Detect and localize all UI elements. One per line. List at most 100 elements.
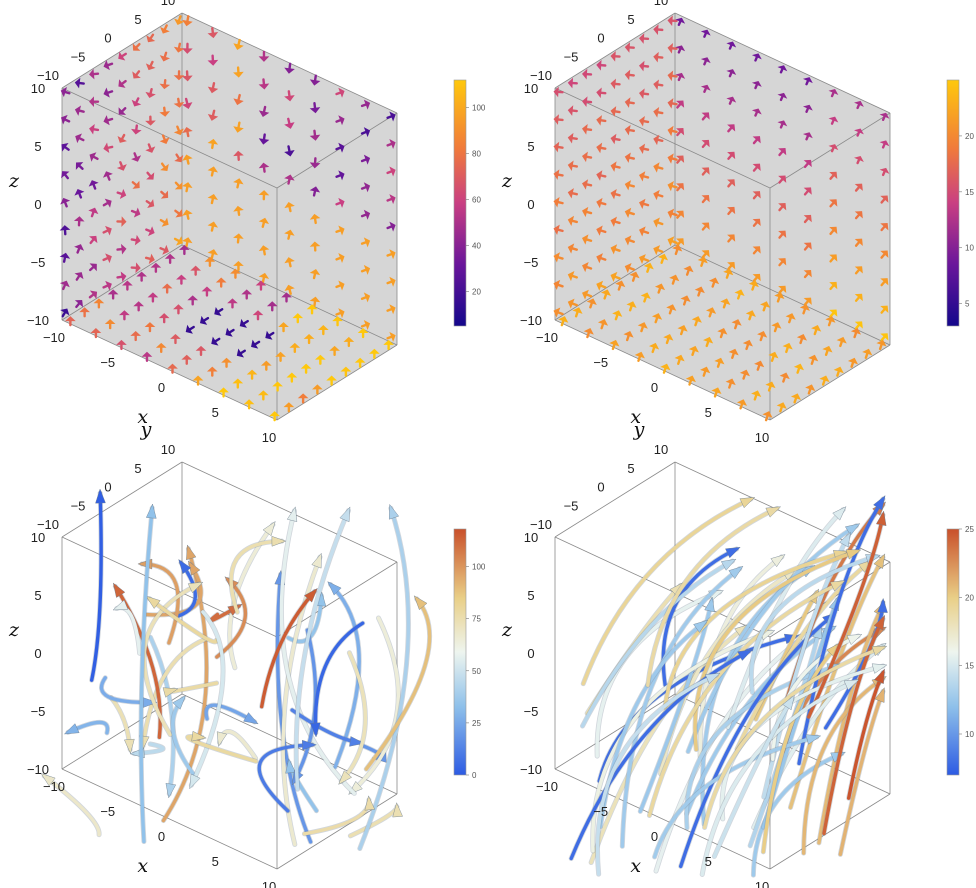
vector-arrow-head (833, 366, 844, 374)
stream-tube (140, 562, 180, 645)
vector-arrow-head (653, 79, 659, 91)
vector-arrow-head (752, 136, 761, 144)
vector-arrow-shaft (386, 280, 393, 285)
vector-arrow-shaft (174, 181, 180, 187)
vector-arrow-head (854, 100, 864, 107)
stream-tube (620, 566, 742, 849)
vector-arrow-head (75, 133, 82, 144)
vector-arrow-shaft (748, 313, 753, 321)
vector-arrow-shaft (335, 256, 342, 261)
vector-arrow-shaft (386, 308, 393, 312)
vector-arrow-head (103, 87, 110, 98)
stream-tube (364, 597, 432, 771)
vector-arrow-shaft (335, 91, 342, 96)
stream-tube (259, 589, 317, 709)
vector-arrow-head (59, 225, 71, 231)
z-tick-label: 10 (31, 81, 45, 96)
stream-arrowhead (302, 739, 317, 751)
vector-arrow-head (207, 249, 218, 256)
vector-arrow-head (363, 292, 371, 303)
vector-arrow-shaft (262, 249, 266, 256)
vector-arrow-shaft (186, 158, 190, 165)
vector-arrow-shaft (78, 164, 84, 170)
vector-arrow-shaft (76, 247, 81, 254)
vector-arrow-head (326, 375, 337, 381)
vector-arrow-head (233, 178, 244, 185)
vector-arrow-head (255, 280, 267, 286)
stream-tube (646, 506, 779, 687)
stream-arrowhead (873, 495, 886, 511)
vector-arrow-head (610, 271, 618, 282)
vector-arrow-shaft (335, 229, 342, 234)
vector-arrow-head (284, 284, 295, 291)
vector-arrow-head (182, 154, 193, 161)
vector-arrow-head (160, 190, 169, 199)
vector-arrow-head (667, 42, 673, 54)
colorbar-tick-label: 60 (472, 196, 481, 205)
vector-arrow-shaft (288, 62, 292, 70)
stream-arrowhead (339, 506, 351, 523)
vector-arrow-head (657, 253, 669, 261)
stream-arrowhead (770, 554, 786, 568)
vector-arrow-shaft (161, 134, 166, 141)
vector-arrow-shaft (803, 162, 809, 169)
x-tick-label: 10 (262, 430, 276, 445)
vector-arrow-head (567, 132, 574, 144)
z-axis-label: z (8, 170, 20, 192)
vector-arrow-head (643, 262, 654, 270)
vector-arrow-shaft (106, 90, 114, 94)
z-tick-label: −10 (27, 313, 49, 328)
vector-arrow-shaft (211, 82, 216, 89)
vector-arrow-head (727, 261, 736, 270)
vector-arrow-shaft (671, 184, 678, 189)
vector-arrow-head (131, 99, 142, 107)
vector-arrow-shaft (778, 205, 784, 212)
vector-arrow-shaft (135, 70, 141, 76)
vector-arrow-head (654, 283, 666, 291)
vector-arrow-shaft (614, 165, 621, 169)
vector-arrow-shaft (878, 343, 883, 351)
vector-arrow-shaft (121, 52, 127, 58)
stream-tube (647, 580, 844, 818)
vector-arrow-head (130, 330, 142, 336)
vector-arrow-head (553, 224, 560, 235)
vector-arrow-shaft (643, 296, 647, 303)
vector-arrow-shaft (159, 247, 166, 252)
box-edge (61, 319, 278, 421)
vector-arrow-shaft (628, 305, 633, 312)
vector-arrow-head (207, 86, 219, 94)
vector-arrow-head (233, 205, 244, 212)
x-tick-label: 5 (212, 405, 219, 420)
vector-arrow-shaft (75, 275, 81, 281)
colorbar-tick-label: 40 (472, 242, 481, 251)
vector-arrow-shaft (788, 316, 792, 324)
colorbar (946, 528, 960, 776)
vector-arrow-shaft (703, 59, 707, 66)
z-tick-label: 0 (527, 646, 534, 661)
vector-arrow-shaft (778, 233, 784, 239)
vector-arrow-shaft (657, 111, 664, 115)
vector-arrow-head (582, 289, 589, 300)
vector-arrow-head (182, 237, 193, 244)
vector-arrow-head (233, 43, 244, 51)
vector-arrow-shaft (589, 302, 593, 309)
vector-arrow-shaft (237, 209, 241, 217)
vector-arrow-head (272, 381, 283, 387)
vector-arrow-shaft (657, 221, 664, 226)
vector-arrow-head (676, 128, 685, 136)
y-tick-label: 5 (134, 12, 141, 27)
vector-arrow-head (159, 55, 170, 62)
vector-arrow-head (802, 77, 813, 84)
vector-arrow-shaft (756, 364, 761, 371)
vector-arrow-shaft (671, 240, 678, 244)
vector-arrow-head (215, 277, 227, 283)
vector-arrow-shaft (62, 283, 67, 291)
vector-arrow-head (141, 351, 153, 357)
vector-arrow-shaft (657, 83, 664, 87)
vector-arrow-head (199, 315, 208, 325)
vector-arrow-head (187, 295, 199, 301)
vector-arrow-shaft (145, 228, 152, 233)
vector-arrow-shaft (802, 308, 807, 315)
vector-arrow-head (146, 172, 155, 180)
vector-arrow-shaft (611, 343, 616, 351)
